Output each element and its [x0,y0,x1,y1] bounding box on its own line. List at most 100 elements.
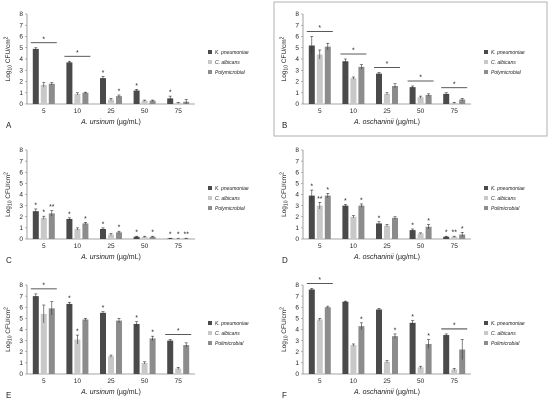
y-axis-label: Log10 CFU/cm2 [4,172,14,217]
y-tick-label: 0 [295,101,299,108]
x-tick-label: 75 [175,378,183,385]
bar [32,48,39,104]
legend-entry: K. pneumoniae [491,186,525,192]
bar [417,367,424,374]
significance-star: * [151,230,154,237]
legend-swatch [208,50,212,54]
legend-entry: K. pneumoniae [491,321,525,327]
y-tick-label: 2 [19,349,23,356]
legend-swatch [208,341,212,345]
legend-entry: K. pneumoniae [215,50,249,56]
y-tick-label: 6 [19,34,23,41]
y-tick-label: 4 [19,192,23,199]
significance-star: * [118,225,121,232]
bar [308,289,315,374]
y-tick-label: 0 [295,371,299,378]
y-tick-label: 8 [295,282,299,289]
bar [175,368,182,374]
significance-star: * [135,230,138,237]
x-tick-label: 25 [383,243,391,250]
legend-entry: K. pneumoniae [215,186,249,192]
bar [358,66,365,104]
y-tick-label: 6 [295,169,299,176]
y-tick-label: 7 [295,293,299,300]
x-tick-label: 5 [318,108,322,115]
legend-swatch [208,60,212,64]
y-tick-label: 7 [295,158,299,165]
y-tick-label: 0 [19,371,23,378]
y-tick-label: 6 [295,34,299,41]
significance-star: * [151,330,154,337]
bar [417,233,424,239]
bar [66,62,73,104]
legend-swatch [208,331,212,335]
legend-swatch [484,186,488,190]
bracket-star: * [318,25,321,32]
y-tick-label: 5 [19,316,23,323]
bar [451,369,458,374]
legend-entry: Polimicrobial [215,341,244,347]
bar [116,232,122,239]
bar [392,336,398,374]
y-tick-label: 0 [19,101,23,108]
bar [409,87,416,104]
x-tick-label: 5 [42,108,46,115]
x-tick-label: 50 [417,243,425,250]
bar [40,84,47,104]
y-tick-label: 4 [295,56,299,63]
y-tick-label: 8 [19,147,23,154]
bar [48,213,55,239]
x-tick-label: 10 [350,243,358,250]
bar [308,45,315,104]
x-tick-label: 75 [175,243,183,250]
legend-entry: C. albicans [215,60,240,66]
bracket-star: * [453,81,456,88]
significance-star: * [76,329,79,336]
y-tick-label: 3 [295,338,299,345]
x-axis-label: A. oschaninii (µg/mL) [353,254,420,261]
bar [100,228,106,239]
bar [443,236,450,239]
significance-star: * [68,296,71,303]
bracket-star: * [386,61,389,68]
bracket-star: * [42,36,45,43]
bar [108,234,114,239]
y-tick-label: 1 [19,360,23,367]
significance-star: ** [451,230,457,237]
y-tick-label: 8 [295,11,299,18]
significance-star: ** [183,232,189,239]
x-tick-label: 25 [107,243,115,250]
y-tick-label: 3 [19,203,23,210]
bar [342,301,349,374]
legend-entry: Polimicrobial [491,341,520,347]
x-tick-label: 50 [141,378,149,385]
y-tick-label: 6 [19,169,23,176]
y-tick-label: 3 [295,67,299,74]
y-tick-label: 6 [295,304,299,311]
legend-entry: C. albicans [491,196,516,202]
bar [324,46,331,104]
legend-entry: Polimicrobial [491,206,520,212]
y-tick-label: 7 [19,293,23,300]
legend-swatch [484,50,488,54]
legend-entry: C. albicans [491,60,516,66]
significance-star: * [411,314,414,321]
significance-star: * [360,316,363,323]
bar [141,100,148,104]
y-tick-label: 3 [295,203,299,210]
bar [384,225,390,239]
bar [100,78,106,104]
y-tick-label: 5 [295,316,299,323]
legend-entry: C. albicans [215,331,240,337]
bar [167,98,174,104]
legend-swatch [484,60,488,64]
bar [425,343,432,374]
bar [183,238,190,239]
panel-f: 0 1 2 3 4 5 6 7 8 Log10 CFU/cm2 5 10 * 25 * 50 * * 75 * * A. … [280,277,525,400]
bar [74,93,81,104]
significance-star: * [68,211,71,218]
y-tick-label: 8 [19,282,23,289]
significance-star: * [102,70,105,77]
